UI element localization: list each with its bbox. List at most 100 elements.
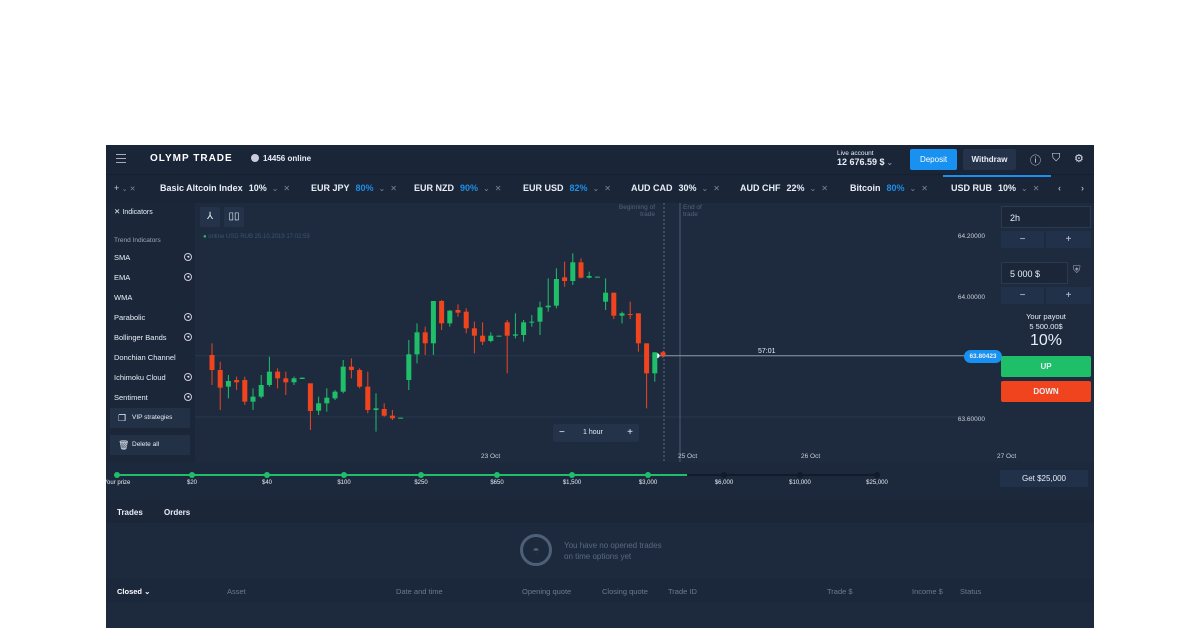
settings-icon[interactable]: ◂ (184, 373, 192, 381)
settings-icon[interactable]: ◂ (184, 273, 192, 281)
prize-step-label: $20 (186, 480, 198, 486)
delete-all-button[interactable]: 🗑 Delete all (110, 435, 190, 455)
indicator-item[interactable]: SMA ◂ (114, 253, 192, 262)
asset-percent: 22% (786, 183, 805, 193)
chevron-down-icon[interactable]: ⌄ (271, 184, 279, 193)
indicator-item[interactable]: Ichimoku Cloud ◂ (114, 373, 192, 382)
indicator-item[interactable]: Sentiment ◂ (114, 393, 192, 402)
chevron-down-icon[interactable]: ⌄ (483, 184, 490, 193)
indicator-label: Ichimoku Cloud (114, 373, 166, 382)
tabs-prev-arrow[interactable]: ‹ (1058, 183, 1061, 193)
amount-plus-button[interactable]: + (1046, 287, 1091, 304)
candle-up (225, 381, 231, 387)
asset-tab[interactable]: EUR USD 82% ⌄ ✕ (523, 183, 611, 193)
asset-tab[interactable]: AUD CHF 22% ⌄ ✕ (740, 183, 828, 193)
chevron-down-icon[interactable]: ⌄ (809, 184, 817, 193)
chevron-down-icon[interactable]: ⌄ (909, 184, 917, 193)
menu-icon[interactable] (116, 154, 126, 163)
add-asset-button[interactable]: + ⌄ ✕ (114, 183, 136, 193)
chart-status: ● online USD RUB 25.10.2019 17:02:59 (203, 234, 310, 240)
asset-tab[interactable]: Bitcoin 80% ⌄ ✕ (850, 183, 928, 193)
asset-percent: 80% (355, 183, 374, 193)
down-button[interactable]: DOWN (1001, 381, 1091, 402)
settings-icon[interactable]: ◂ (184, 313, 192, 321)
chevron-down-icon[interactable]: ⌄ (1021, 184, 1028, 193)
candle-down (217, 369, 223, 388)
prize-step-label: Your prize (106, 480, 131, 486)
account-selector[interactable]: Live account 12 676.59 $ ⌄ (837, 150, 893, 168)
close-icon[interactable]: ✕ (713, 184, 720, 193)
asset-percent: 90% (460, 183, 479, 193)
close-icon[interactable]: ✕ (1032, 184, 1040, 193)
close-icon[interactable]: ✕ (604, 184, 611, 193)
candle-down (562, 277, 568, 282)
indicator-label: WMA (114, 293, 133, 302)
candle-up (586, 276, 592, 278)
up-button[interactable]: UP (1001, 356, 1091, 377)
tab-trades[interactable]: Trades (117, 508, 143, 517)
vip-strategies-button[interactable]: ❐ VIP strategies (110, 408, 190, 428)
close-icon[interactable]: ✕ (821, 184, 828, 193)
shopping-bag-icon[interactable]: ⛉ (1052, 152, 1061, 164)
duration-input[interactable]: 2h (1001, 206, 1091, 228)
candle-down (480, 335, 486, 342)
chevron-down-icon[interactable]: ⌄ (701, 184, 709, 193)
asset-tab[interactable]: EUR JPY 80% ⌄ ✕ (311, 183, 397, 193)
shield-icon[interactable]: ⛨ (1073, 265, 1081, 276)
asset-tab[interactable]: EUR NZD 90% ⌄ ✕ (414, 183, 501, 193)
duration-minus-button[interactable]: − (1001, 231, 1044, 248)
close-icon[interactable]: ✕ (390, 184, 397, 193)
indicator-item[interactable]: Parabolic ◂ (114, 313, 192, 322)
indicator-item[interactable]: WMA (114, 293, 192, 302)
candle-down (365, 386, 371, 411)
closed-filter[interactable]: Closed ⌄ (117, 587, 150, 596)
chevron-down-icon[interactable]: ⌄ (378, 184, 386, 193)
candle-up (332, 391, 338, 399)
get-prize-button[interactable]: Get $25,000 (1000, 470, 1088, 487)
indicator-item[interactable]: Bollinger Bands ◂ (114, 333, 192, 342)
indicator-label: Parabolic (114, 313, 146, 322)
indicator-item[interactable]: Donchian Channel (114, 353, 192, 362)
indicator-item[interactable]: EMA ◂ (114, 273, 192, 282)
prize-step-label: $250 (414, 480, 428, 486)
amount-minus-button[interactable]: − (1001, 287, 1044, 304)
filter-label: Closed (117, 587, 143, 596)
x-tick: 23 Oct (481, 453, 501, 460)
close-icon[interactable]: ✕ (494, 184, 502, 193)
candle-down (381, 408, 387, 416)
gear-icon[interactable]: ⚙ (1074, 153, 1084, 165)
duration-plus-button[interactable]: + (1046, 231, 1091, 248)
candle-down (578, 262, 584, 278)
tabs-next-arrow[interactable]: › (1081, 183, 1084, 193)
online-text: 14456 online (263, 154, 312, 163)
asset-tab[interactable]: Basic Altcoin Index 10% ⌄ ✕ (160, 183, 290, 193)
column-header: Closing quote (602, 587, 648, 596)
close-indicators[interactable]: ✕ Indicators (114, 207, 192, 216)
deposit-button[interactable]: Deposit (910, 149, 957, 170)
drawing-tool-icon[interactable]: ⅄ (200, 207, 220, 227)
zoom-out-button[interactable]: − (559, 427, 565, 438)
status-text: online USD RUB 25.10.2019 17:02:59 (208, 234, 310, 240)
candlestick-type-icon[interactable]: ▯▯ (224, 207, 244, 227)
close-icon[interactable]: ✕ (921, 184, 928, 193)
column-header: Trade $ (827, 587, 853, 596)
empty-message: You have no opened trades on time option… (564, 540, 662, 562)
asset-tab[interactable]: AUD CAD 30% ⌄ ✕ (631, 183, 720, 193)
settings-icon[interactable]: ◂ (184, 393, 192, 401)
prize-step-label: $3,000 (638, 480, 658, 486)
candle-up (398, 417, 404, 419)
settings-icon[interactable]: ◂ (184, 253, 192, 261)
amount-input[interactable]: 5 000 $ (1001, 262, 1068, 284)
zoom-in-button[interactable]: + (627, 427, 633, 438)
settings-icon[interactable]: ◂ (184, 333, 192, 341)
help-icon[interactable]: ⓘ (1030, 155, 1041, 167)
tab-orders[interactable]: Orders (164, 508, 191, 517)
asset-tab[interactable]: USD RUB 10% ⌄ ✕ (951, 183, 1039, 193)
chevron-down-icon[interactable]: ⌄ (592, 184, 600, 193)
users-icon (251, 154, 259, 162)
price-chart[interactable]: ⅄ ▯▯ ● online USD RUB 25.10.2019 17:02:5… (195, 203, 1016, 462)
prize-step-dot (797, 472, 803, 478)
close-icon[interactable]: ✕ (283, 184, 291, 193)
candle-up (545, 305, 551, 308)
withdraw-button[interactable]: Withdraw (963, 149, 1016, 170)
